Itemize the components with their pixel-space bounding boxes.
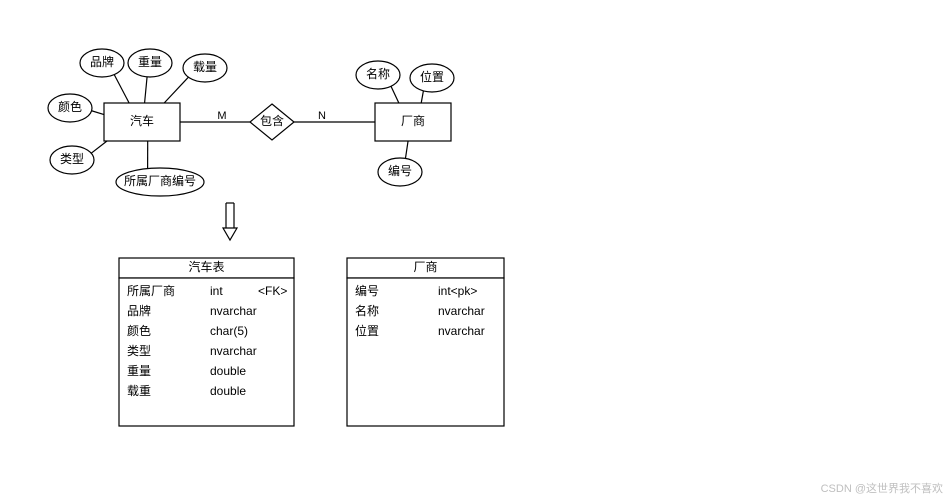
table-0-row-3-col-1: nvarchar xyxy=(210,344,257,358)
attribute-label-7: 位置 xyxy=(420,69,444,84)
entity-label-car: 汽车 xyxy=(130,113,154,128)
cardinality-left: M xyxy=(217,110,226,122)
table-0-row-1-col-1: nvarchar xyxy=(210,304,257,318)
table-0-row-2-col-1: char(5) xyxy=(210,324,248,338)
arrow-head xyxy=(223,228,237,240)
table-1-row-2-col-1: nvarchar xyxy=(438,324,485,338)
attr-edge-0 xyxy=(114,74,129,103)
table-0-row-0-col-2: <FK> xyxy=(258,284,287,298)
table-0-row-4-col-1: double xyxy=(210,364,246,378)
attribute-label-8: 编号 xyxy=(388,163,412,178)
table-title-1: 厂商 xyxy=(413,259,437,274)
attr-edge-4 xyxy=(91,141,107,153)
attr-edge-8 xyxy=(405,141,408,159)
table-0-row-3-col-0: 类型 xyxy=(127,344,151,358)
table-0-row-5-col-1: double xyxy=(210,384,246,398)
table-0-row-4-col-0: 重量 xyxy=(127,364,151,378)
attr-edge-2 xyxy=(164,77,188,103)
attribute-label-6: 名称 xyxy=(366,66,390,81)
watermark: CSDN @这世界我不喜欢 xyxy=(821,480,943,496)
attribute-label-5: 所属厂商编号 xyxy=(124,173,196,188)
cardinality-right: N xyxy=(318,110,326,122)
attribute-label-4: 类型 xyxy=(60,152,84,166)
attribute-label-2: 载量 xyxy=(193,60,217,74)
table-title-0: 汽车表 xyxy=(188,259,224,274)
attr-edge-1 xyxy=(145,77,148,103)
table-0-row-0-col-0: 所属厂商 xyxy=(127,283,175,298)
table-0-row-2-col-0: 颜色 xyxy=(127,323,151,338)
attribute-label-0: 品牌 xyxy=(90,55,114,69)
entity-label-mfr: 厂商 xyxy=(401,113,425,128)
table-0-row-5-col-0: 载重 xyxy=(127,384,151,398)
table-0-row-1-col-0: 品牌 xyxy=(127,304,151,318)
table-1-row-0-col-0: 编号 xyxy=(355,283,379,298)
attr-edge-6 xyxy=(391,86,399,103)
relationship-label: 包含 xyxy=(260,113,284,128)
attr-edge-7 xyxy=(421,91,423,103)
table-body-1 xyxy=(347,278,504,426)
attribute-label-3: 颜色 xyxy=(58,99,82,114)
table-1-row-1-col-0: 名称 xyxy=(355,303,379,318)
table-1-row-1-col-1: nvarchar xyxy=(438,304,485,318)
table-1-row-0-col-1: int<pk> xyxy=(438,284,477,298)
attribute-label-1: 重量 xyxy=(138,55,162,69)
table-0-row-0-col-1: int xyxy=(210,284,223,298)
table-1-row-2-col-0: 位置 xyxy=(355,323,379,338)
attr-edge-3 xyxy=(91,111,104,115)
